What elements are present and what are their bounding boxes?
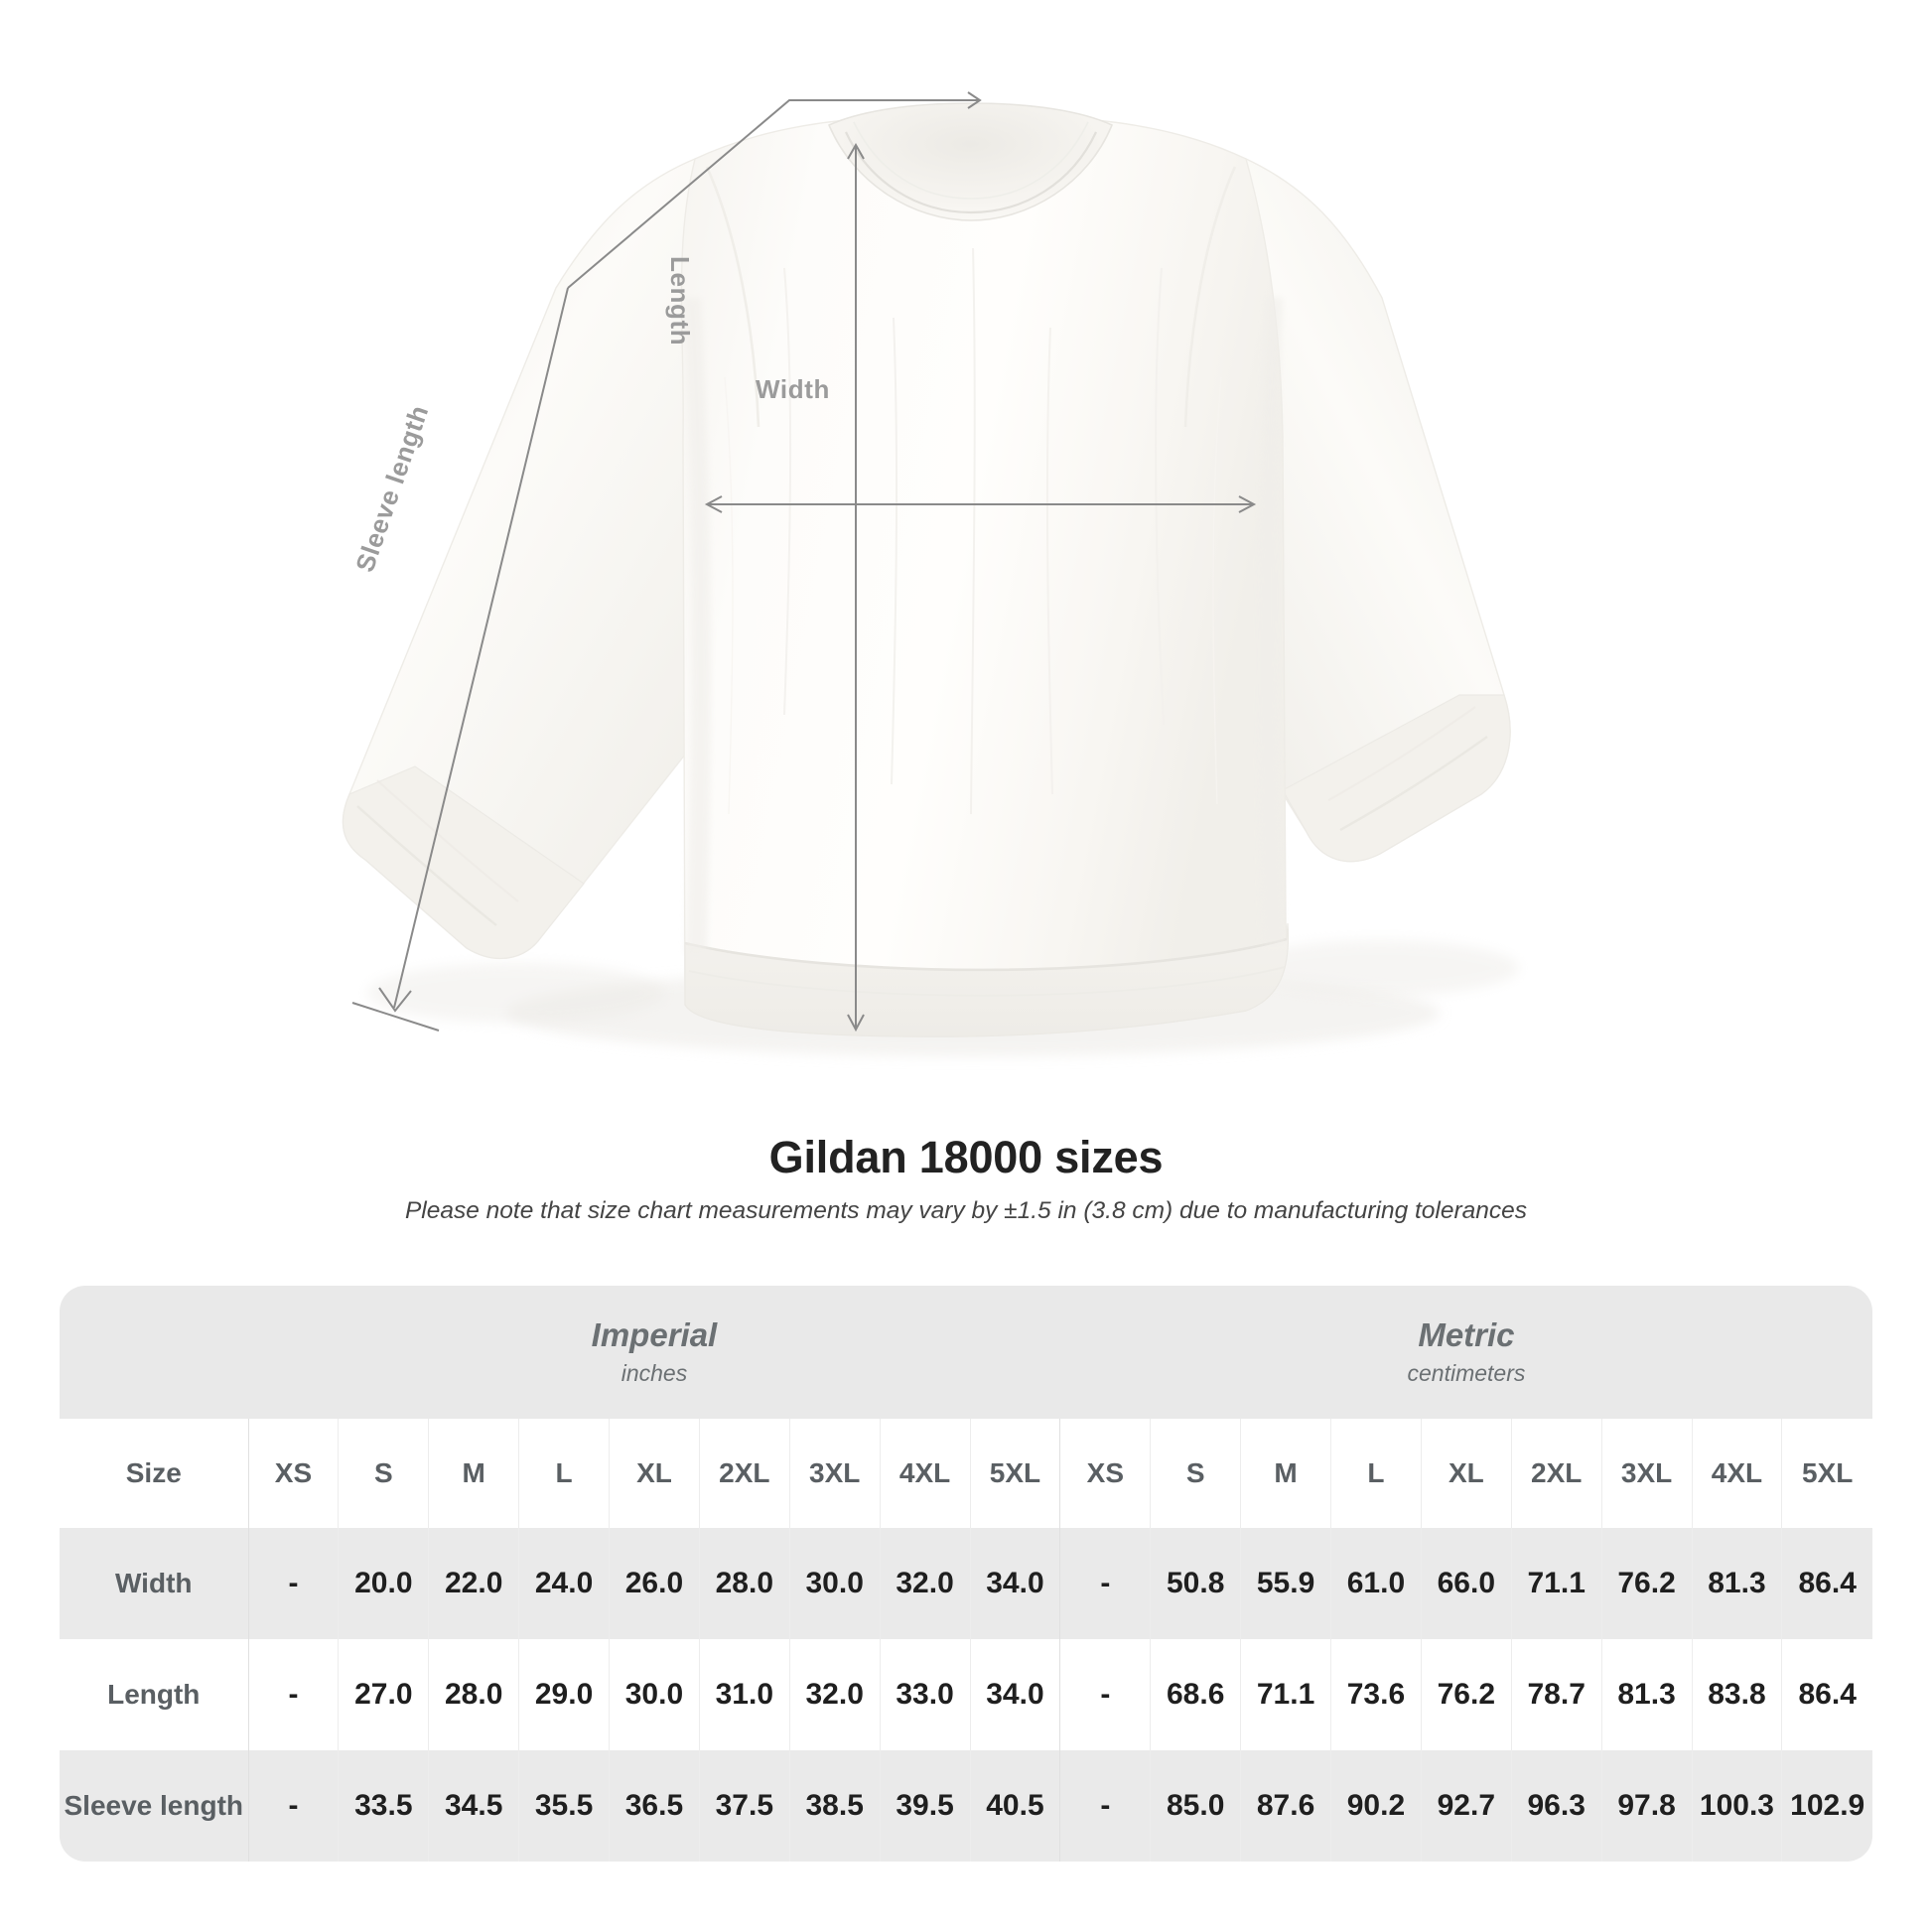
cell-length-imperial-xs: - <box>248 1639 340 1750</box>
cell-width-metric-2xl: 71.1 <box>1511 1528 1602 1639</box>
size-chart-table: Imperial inches Metric centimeters Size XS S M L… <box>60 1286 1872 1862</box>
cell-sleeve-length-metric-5xl: 102.9 <box>1781 1750 1872 1862</box>
cell-length-metric-xl: 76.2 <box>1421 1639 1512 1750</box>
size-header-imperial-xs: XS <box>248 1419 340 1528</box>
cell-length-imperial-l: 29.0 <box>518 1639 611 1750</box>
cell-length-metric-2xl: 78.7 <box>1511 1639 1602 1750</box>
cell-sleeve-length-imperial-xs: - <box>248 1750 340 1862</box>
cell-length-imperial-2xl: 31.0 <box>699 1639 790 1750</box>
unit-subtitle: centimeters <box>1407 1359 1526 1386</box>
unit-header-imperial: Imperial inches <box>248 1286 1060 1419</box>
title-block: Gildan 18000 sizes Please note that size… <box>0 1132 1932 1225</box>
cell-length-metric-5xl: 86.4 <box>1781 1639 1872 1750</box>
cell-sleeve-length-metric-xl: 92.7 <box>1421 1750 1512 1862</box>
size-header-metric-xl: XL <box>1421 1419 1512 1528</box>
size-header-metric-xs: XS <box>1059 1419 1152 1528</box>
size-header-imperial-m: M <box>428 1419 520 1528</box>
cell-sleeve-length-imperial-m: 34.5 <box>428 1750 520 1862</box>
size-header-imperial-xl: XL <box>609 1419 700 1528</box>
cell-sleeve-length-metric-4xl: 100.3 <box>1692 1750 1783 1862</box>
cell-sleeve-length-imperial-xl: 36.5 <box>609 1750 700 1862</box>
size-header-row: Size XS S M L XL 2XL 3XL 4XL 5XL XS S M L XL 2XL 3XL 4XL 5… <box>60 1419 1872 1528</box>
cell-width-imperial-xl: 26.0 <box>609 1528 700 1639</box>
size-header-imperial-l: L <box>518 1419 611 1528</box>
size-header-metric-s: S <box>1150 1419 1242 1528</box>
cell-width-imperial-xs: - <box>248 1528 340 1639</box>
cell-length-metric-s: 68.6 <box>1150 1639 1242 1750</box>
cell-width-metric-xs: - <box>1059 1528 1152 1639</box>
cell-width-metric-m: 55.9 <box>1240 1528 1332 1639</box>
cell-sleeve-length-imperial-4xl: 39.5 <box>880 1750 971 1862</box>
table-row: Sleeve length -33.5 34.5 35.5 36.5 37.5 38.5 39… <box>60 1750 1872 1862</box>
cell-sleeve-length-imperial-3xl: 38.5 <box>789 1750 881 1862</box>
table-row: Width -20.0 22.0 24.0 26.0 28.0 30.0 32.0 34.0-5… <box>60 1528 1872 1639</box>
cell-width-metric-l: 61.0 <box>1330 1528 1422 1639</box>
size-header-imperial-4xl: 4XL <box>880 1419 971 1528</box>
cell-length-metric-3xl: 81.3 <box>1601 1639 1693 1750</box>
cell-length-metric-l: 73.6 <box>1330 1639 1422 1750</box>
size-header-metric-3xl: 3XL <box>1601 1419 1693 1528</box>
table-row: Length -27.0 28.0 29.0 30.0 31.0 32.0 33.0 34.0-… <box>60 1639 1872 1750</box>
unit-name: Metric <box>1418 1316 1515 1354</box>
size-header-imperial-5xl: 5XL <box>970 1419 1061 1528</box>
width-annotation-label: Width <box>756 374 830 404</box>
unit-name: Imperial <box>591 1316 718 1354</box>
cell-width-imperial-m: 22.0 <box>428 1528 520 1639</box>
cell-width-metric-xl: 66.0 <box>1421 1528 1512 1639</box>
size-header-metric-l: L <box>1330 1419 1422 1528</box>
measurement-label-width: Width <box>60 1528 249 1639</box>
cell-width-imperial-s: 20.0 <box>338 1528 430 1639</box>
cell-width-metric-5xl: 86.4 <box>1781 1528 1872 1639</box>
table-corner-spacer <box>60 1286 249 1419</box>
cell-length-metric-xs: - <box>1059 1639 1152 1750</box>
cell-width-metric-3xl: 76.2 <box>1601 1528 1693 1639</box>
tolerance-note: Please note that size chart measurements… <box>404 1197 1528 1224</box>
cell-sleeve-length-metric-l: 90.2 <box>1330 1750 1422 1862</box>
cell-width-imperial-5xl: 34.0 <box>970 1528 1061 1639</box>
unit-header-row: Imperial inches Metric centimeters <box>60 1286 1872 1419</box>
size-header-metric-4xl: 4XL <box>1692 1419 1783 1528</box>
page-title: Gildan 18000 sizes <box>768 1132 1164 1182</box>
cell-sleeve-length-metric-xs: - <box>1059 1750 1152 1862</box>
size-chart-table-wrapper: Imperial inches Metric centimeters Size XS S M L… <box>60 1286 1872 1862</box>
cell-width-metric-4xl: 81.3 <box>1692 1528 1783 1639</box>
cell-sleeve-length-metric-3xl: 97.8 <box>1601 1750 1693 1862</box>
size-header-imperial-2xl: 2XL <box>699 1419 790 1528</box>
cell-length-imperial-xl: 30.0 <box>609 1639 700 1750</box>
cell-sleeve-length-metric-s: 85.0 <box>1150 1750 1242 1862</box>
size-header-metric-m: M <box>1240 1419 1332 1528</box>
measurement-label-length: Length <box>60 1639 249 1750</box>
cell-length-imperial-4xl: 33.0 <box>880 1639 971 1750</box>
cell-width-imperial-4xl: 32.0 <box>880 1528 971 1639</box>
cell-sleeve-length-imperial-l: 35.5 <box>518 1750 611 1862</box>
size-header-imperial-s: S <box>338 1419 430 1528</box>
product-photo-area: Length Width Sleeve length <box>342 91 1519 1056</box>
measurement-label-sleeve-length: Sleeve length <box>60 1750 249 1862</box>
cell-width-imperial-2xl: 28.0 <box>699 1528 790 1639</box>
cell-length-metric-4xl: 83.8 <box>1692 1639 1783 1750</box>
size-header-metric-5xl: 5XL <box>1781 1419 1872 1528</box>
cell-sleeve-length-metric-m: 87.6 <box>1240 1750 1332 1862</box>
cell-sleeve-length-imperial-5xl: 40.5 <box>970 1750 1061 1862</box>
sweatshirt-illustration <box>342 102 1519 1056</box>
size-header-metric-2xl: 2XL <box>1511 1419 1602 1528</box>
cell-sleeve-length-metric-2xl: 96.3 <box>1511 1750 1602 1862</box>
measurement-annotation-lines <box>351 91 1257 1033</box>
cell-length-metric-m: 71.1 <box>1240 1639 1332 1750</box>
unit-subtitle: inches <box>621 1359 688 1386</box>
length-annotation-label: Length <box>665 256 695 346</box>
cell-width-metric-s: 50.8 <box>1150 1528 1242 1639</box>
cell-length-imperial-5xl: 34.0 <box>970 1639 1061 1750</box>
size-header-imperial-3xl: 3XL <box>789 1419 881 1528</box>
unit-header-metric: Metric centimeters <box>1059 1286 1872 1419</box>
cell-length-imperial-s: 27.0 <box>338 1639 430 1750</box>
cell-sleeve-length-imperial-2xl: 37.5 <box>699 1750 790 1862</box>
cell-width-imperial-3xl: 30.0 <box>789 1528 881 1639</box>
cell-sleeve-length-imperial-s: 33.5 <box>338 1750 430 1862</box>
cell-length-imperial-m: 28.0 <box>428 1639 520 1750</box>
cell-width-imperial-l: 24.0 <box>518 1528 611 1639</box>
cell-length-imperial-3xl: 32.0 <box>789 1639 881 1750</box>
size-row-label: Size <box>60 1419 249 1528</box>
